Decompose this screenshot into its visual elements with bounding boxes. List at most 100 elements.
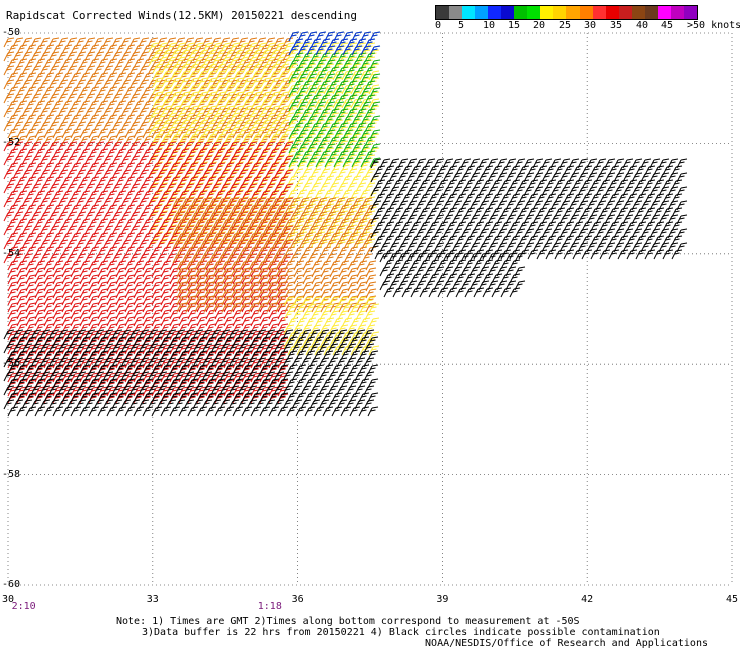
time-label: 2:10 (11, 601, 36, 612)
wind-barb (269, 91, 281, 102)
wind-barb (25, 135, 37, 146)
wind-barbs (3, 31, 688, 417)
wind-barb (179, 63, 191, 74)
wind-barb (115, 128, 127, 139)
wind-barb (170, 98, 182, 109)
wind-barb (251, 84, 263, 95)
wind-barb (269, 77, 281, 88)
wind-barb (233, 91, 245, 102)
wind-barb (251, 70, 263, 81)
wind-barb (152, 98, 164, 109)
wind-barb (206, 63, 218, 74)
wind-barb (161, 98, 173, 109)
latitude-label: -58 (2, 468, 21, 480)
wind-barb (242, 70, 254, 81)
colorbar-label: 15 (508, 20, 521, 31)
colorbar-swatch (540, 6, 554, 19)
wind-barb (215, 84, 227, 95)
longitude-label: 45 (725, 594, 739, 605)
wind-barb (215, 70, 227, 81)
wind-barb (242, 91, 254, 102)
wind-barb (179, 91, 191, 102)
wind-barb (3, 93, 15, 104)
wind-barb (251, 98, 263, 109)
wind-barb (7, 135, 19, 146)
note-line-1: Note: 1) Times are GMT 2)Times along bot… (116, 616, 580, 627)
wind-barb (161, 63, 173, 74)
wind-barb (70, 128, 82, 139)
wind-barb (260, 84, 272, 95)
wind-barb (242, 63, 254, 74)
wind-barb (197, 91, 209, 102)
wind-barb (97, 128, 109, 139)
colorbar-label: 0 (435, 20, 442, 31)
colorbar-swatch (657, 6, 671, 19)
wind-speed-colorbar (435, 5, 698, 20)
wind-barb (61, 135, 73, 146)
wind-barb (52, 135, 64, 146)
wind-barb (179, 77, 191, 88)
colorbar-label: >50 knots (687, 20, 740, 31)
colorbar-swatch (579, 6, 593, 19)
wind-barb (233, 63, 245, 74)
colorbar-swatch (631, 6, 645, 19)
colorbar-label: 45 (661, 20, 674, 31)
colorbar-swatch (488, 6, 502, 19)
wind-barb (260, 91, 272, 102)
wind-barb (224, 77, 236, 88)
colorbar-swatch (449, 6, 463, 19)
colorbar-swatch (475, 6, 489, 19)
colorbar-swatch (644, 6, 658, 19)
wind-barb (179, 98, 191, 109)
wind-barb (106, 128, 118, 139)
wind-barb (215, 91, 227, 102)
wind-barb (269, 63, 281, 74)
wind-barb (152, 84, 164, 95)
wind-barb (206, 70, 218, 81)
wind-barb (269, 84, 281, 95)
wind-barb (260, 70, 272, 81)
wind-barb (142, 135, 154, 146)
wind-barb (233, 70, 245, 81)
colorbar-label: 25 (559, 20, 572, 31)
longitude-label: 33 (146, 594, 159, 605)
wind-barb (260, 98, 272, 109)
wind-barb (152, 70, 164, 81)
wind-barb (224, 84, 236, 95)
wind-barb (188, 77, 200, 88)
colorbar-swatch (618, 6, 632, 19)
wind-barb (70, 135, 82, 146)
colorbar-swatch (670, 6, 684, 19)
wind-barb (251, 91, 263, 102)
wind-barb (170, 91, 182, 102)
wind-barb (242, 77, 254, 88)
wind-barb (170, 70, 182, 81)
colorbar-swatch (501, 6, 515, 19)
wind-barb (287, 63, 299, 74)
wind-barb (148, 126, 160, 137)
wind-barb (61, 128, 73, 139)
wind-barb (161, 70, 173, 81)
wind-barb (215, 77, 227, 88)
colorbar-label: 10 (483, 20, 496, 31)
wind-barb (224, 63, 236, 74)
wind-barb (224, 91, 236, 102)
wind-barb (278, 84, 290, 95)
colorbar-swatch (605, 6, 619, 19)
colorbar-swatch (592, 6, 606, 19)
wind-barb (3, 37, 15, 48)
wind-barb (88, 128, 100, 139)
wind-barb (224, 70, 236, 81)
latitude-label: -50 (2, 27, 21, 38)
wind-barb (133, 135, 145, 146)
wind-barb (106, 135, 118, 146)
wind-barb (3, 51, 15, 62)
wind-barb (43, 135, 55, 146)
longitude-label: 36 (291, 594, 304, 605)
wind-barb (79, 135, 91, 146)
wind-barb (197, 63, 209, 74)
colorbar-swatch (527, 6, 541, 19)
wind-barb (7, 128, 19, 139)
wind-barb (170, 84, 182, 95)
wind-barb (148, 42, 160, 53)
